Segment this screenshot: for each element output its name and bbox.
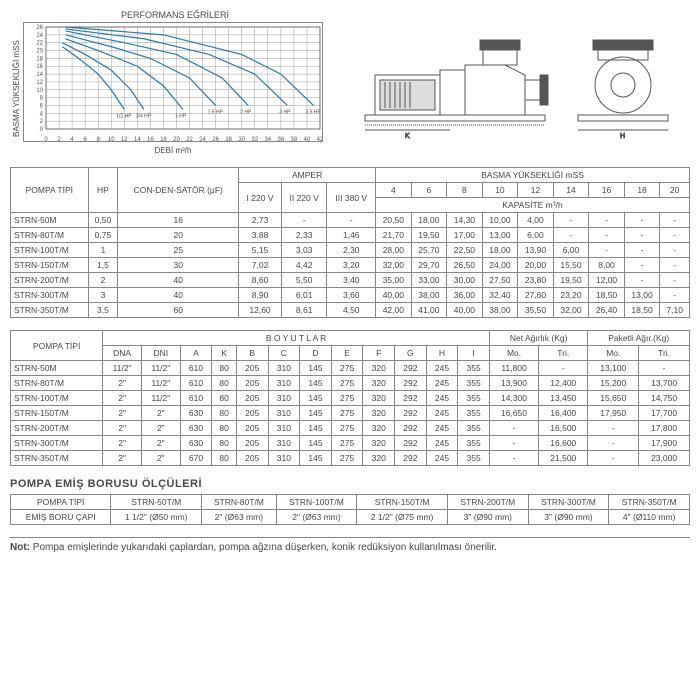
- chart-ylabel: BASMA YÜKSEKLİĞİ mSS: [10, 22, 23, 155]
- svg-text:16: 16: [36, 64, 43, 70]
- table-row: STRN-300T/M2"2"6308020531014527532029224…: [11, 436, 690, 451]
- svg-text:3 HP: 3 HP: [279, 109, 291, 115]
- svg-text:20: 20: [173, 137, 180, 142]
- svg-text:1,5 HP: 1,5 HP: [208, 109, 224, 115]
- svg-text:22: 22: [186, 137, 193, 142]
- svg-text:3/4 HP: 3/4 HP: [136, 113, 152, 119]
- svg-text:14: 14: [36, 72, 43, 78]
- svg-text:18: 18: [160, 137, 167, 142]
- svg-text:22: 22: [36, 41, 43, 47]
- table-row: STRN-100T/M1255,153,032,3028,0025,7022,5…: [11, 243, 690, 258]
- svg-text:30: 30: [238, 137, 245, 142]
- svg-text:H: H: [620, 133, 625, 140]
- svg-text:1 HP: 1 HP: [175, 113, 187, 119]
- svg-text:3,5 HP: 3,5 HP: [305, 109, 321, 115]
- note: Not: Pompa emişlerinde yukarıdaki çaplar…: [10, 537, 690, 553]
- pump-drawings: K H: [355, 10, 690, 155]
- svg-text:6: 6: [83, 137, 87, 142]
- svg-text:2 HP: 2 HP: [240, 109, 252, 115]
- note-text: Pompa emişlerinde yukarıdaki çaplardan, …: [33, 542, 497, 553]
- svg-text:10: 10: [108, 137, 115, 142]
- svg-text:14: 14: [134, 137, 141, 142]
- note-label: Not:: [10, 542, 30, 553]
- section-3-title: POMPA EMİŞ BORUSU ÖLÇÜLERİ: [10, 478, 690, 490]
- svg-text:6: 6: [40, 103, 44, 109]
- chart-title: PERFORMANS EĞRİLERİ: [10, 10, 340, 20]
- table-row: STRN-80T/M2"11/2"61080205310145275320292…: [11, 376, 690, 391]
- svg-text:0: 0: [44, 137, 48, 142]
- svg-text:1/2 HP: 1/2 HP: [116, 113, 132, 119]
- table-row: STRN-150T/M2"2"6308020531014527532029224…: [11, 406, 690, 421]
- chart-canvas: 0246810121416182022242628303234363840420…: [23, 22, 323, 142]
- table-row: STRN-200T/M2"2"6308020531014527532029224…: [11, 421, 690, 436]
- spec-table-1: POMPA TİPİHPCON-DEN-SATÖR (μF)AMPERBASMA…: [10, 167, 690, 318]
- chart-xlabel: DEBİ m³/h: [23, 146, 323, 155]
- svg-text:16: 16: [147, 137, 154, 142]
- svg-text:8: 8: [97, 137, 101, 142]
- svg-text:12: 12: [121, 137, 128, 142]
- svg-text:24: 24: [36, 33, 43, 39]
- table-row: STRN-100T/M2"11/2"6108020531014527532029…: [11, 391, 690, 406]
- table-row: STRN-350T/M3,56012,608,614,5042,0041,004…: [11, 303, 690, 318]
- svg-text:36: 36: [278, 137, 285, 142]
- svg-text:34: 34: [264, 137, 271, 142]
- svg-text:28: 28: [225, 137, 232, 142]
- table-row: STRN-300T/M3408,906,013,6040,0038,0036,0…: [11, 288, 690, 303]
- pump-front-view: H: [563, 20, 683, 145]
- spec-table-2: POMPA TİPİB O Y U T L A RNet Ağırlık (Kg…: [10, 330, 690, 466]
- spec-table-3: POMPA TİPİSTRN-50T/MSTRN-80T/MSTRN-100T/…: [10, 494, 690, 525]
- svg-text:26: 26: [36, 25, 43, 31]
- svg-text:12: 12: [36, 80, 43, 86]
- table-row: STRN-50M0,50162,73--20,5018,0014,3010,00…: [11, 213, 690, 228]
- svg-text:20: 20: [36, 49, 43, 55]
- pump-side-view: K: [355, 20, 555, 145]
- svg-text:4: 4: [40, 111, 44, 117]
- table-row: STRN-350T/M2"2"6708020531014527532029224…: [11, 451, 690, 466]
- svg-text:26: 26: [212, 137, 219, 142]
- svg-text:38: 38: [291, 137, 298, 142]
- svg-text:42: 42: [317, 137, 323, 142]
- svg-text:18: 18: [36, 56, 43, 62]
- table-row: STRN-150T/M1,5307,024,423,2032,0029,7026…: [11, 258, 690, 273]
- svg-text:2: 2: [57, 137, 61, 142]
- table-row: STRN-80T/M0,75203,882,331,4621,7019,5017…: [11, 228, 690, 243]
- table-row: STRN-200T/M2408,605,503,4035,0033,0030,0…: [11, 273, 690, 288]
- svg-text:10: 10: [36, 88, 43, 94]
- top-section: PERFORMANS EĞRİLERİ BASMA YÜKSEKLİĞİ mSS…: [10, 10, 690, 155]
- svg-text:K: K: [405, 133, 410, 140]
- performance-chart: PERFORMANS EĞRİLERİ BASMA YÜKSEKLİĞİ mSS…: [10, 10, 340, 155]
- table-row: STRN-50M11/2"11/2"6108020531014527532029…: [11, 361, 690, 376]
- svg-text:8: 8: [40, 96, 44, 102]
- svg-text:4: 4: [70, 137, 74, 142]
- svg-text:2: 2: [40, 119, 44, 125]
- svg-text:32: 32: [251, 137, 258, 142]
- svg-text:0: 0: [40, 127, 44, 133]
- svg-text:40: 40: [304, 137, 311, 142]
- svg-text:24: 24: [199, 137, 206, 142]
